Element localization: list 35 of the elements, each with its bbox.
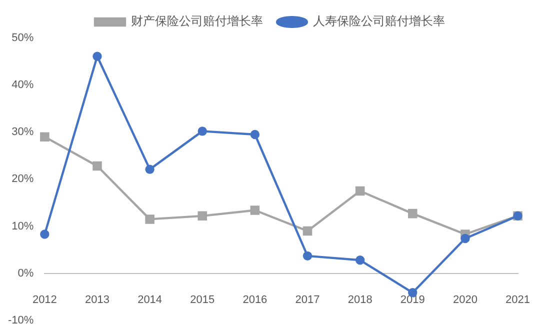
y-tick-label: 10% (12, 220, 34, 232)
point (40, 230, 50, 239)
point (92, 52, 102, 61)
x-tick-label: 2015 (190, 294, 215, 306)
x-tick-label: 2020 (452, 294, 478, 306)
point (302, 226, 312, 236)
point (250, 206, 260, 215)
point (302, 251, 312, 261)
point (198, 126, 207, 136)
x-tick-label: 2012 (32, 294, 57, 306)
point (198, 211, 208, 221)
legend-label: 人寿保险公司赔付增长率 (313, 14, 445, 28)
y-tick-label: 40% (12, 79, 34, 92)
y-tick-label: 0% (18, 267, 34, 280)
point (460, 234, 470, 244)
point (145, 214, 154, 224)
point (355, 256, 365, 265)
x-tick-label: 2018 (348, 294, 372, 306)
x-tick-label: 2017 (295, 294, 320, 306)
y-tick-label: 20% (12, 173, 34, 186)
point (40, 132, 50, 142)
x-tick-label: 2013 (85, 294, 110, 306)
legend-label: 财产保险公司赔付增长率 (131, 14, 263, 28)
y-tick-label: 30% (12, 126, 34, 138)
x-tick-label: 2021 (506, 294, 530, 306)
point (408, 208, 418, 218)
x-tick-label: 2016 (242, 294, 268, 306)
point (355, 186, 365, 196)
point (250, 130, 260, 140)
point (92, 161, 102, 171)
point (145, 164, 154, 174)
y-tick-label: 50% (12, 32, 34, 44)
y-tick-label: -10% (8, 314, 34, 326)
x-tick-label: 2019 (400, 294, 425, 306)
x-tick-label: 2014 (138, 294, 162, 306)
